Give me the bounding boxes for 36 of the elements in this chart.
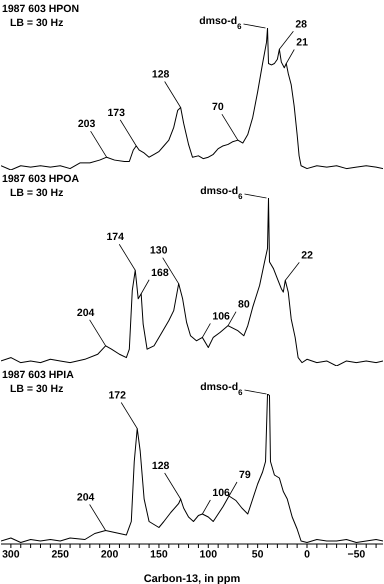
x-tick-label: 50 [252, 548, 264, 560]
annotation: 21 [296, 36, 308, 48]
annotation: 173 [107, 106, 126, 119]
annotation: 128 [152, 68, 170, 81]
annotation: dmso-d$_{6}$ [199, 15, 242, 30]
x-axis-title: Carbon-13, in ppm [144, 573, 240, 584]
x-tick-label: 300 [2, 548, 20, 560]
annotation: 204 [76, 492, 95, 504]
x-tick-label: 0 [304, 548, 310, 560]
chart-subtitle: LB = 30 Hz [9, 16, 64, 30]
chart-subtitle: LB = 30 Hz [9, 186, 64, 200]
annotation: 204 [76, 306, 95, 319]
annotation: 28 [295, 18, 308, 30]
annotation: 80 [238, 298, 250, 311]
annotation: 203 [78, 118, 96, 130]
annotation: 174 [106, 231, 124, 244]
annotation: 79 [239, 469, 251, 481]
chart-title: 1987 603 HPON [2, 2, 80, 16]
x-tick-label: 150 [150, 548, 168, 560]
annotation: dmso-d$_{6}$ [200, 185, 244, 200]
x-tick-label: 100 [200, 548, 218, 560]
annotation: 22 [301, 249, 314, 262]
chart-subtitle: LB = 30 Hz [9, 382, 64, 396]
annotation: 168 [151, 266, 169, 279]
annotation: 128 [152, 460, 170, 472]
annotation: 172 [108, 390, 126, 402]
annotation: dmso-d$_{6}$ [200, 381, 244, 396]
x-tick-label: 200 [100, 548, 118, 560]
annotation: 130 [150, 244, 168, 257]
x-tick-label: 250 [51, 548, 70, 560]
chart-title: 1987 603 HPOA [2, 172, 80, 186]
annotation: 106 [212, 310, 230, 322]
annotation: 70 [212, 101, 224, 114]
chart-title: 1987 603 HPIA [2, 368, 74, 382]
x-tick-label: −50 [347, 548, 366, 560]
annotation: 106 [212, 487, 230, 499]
